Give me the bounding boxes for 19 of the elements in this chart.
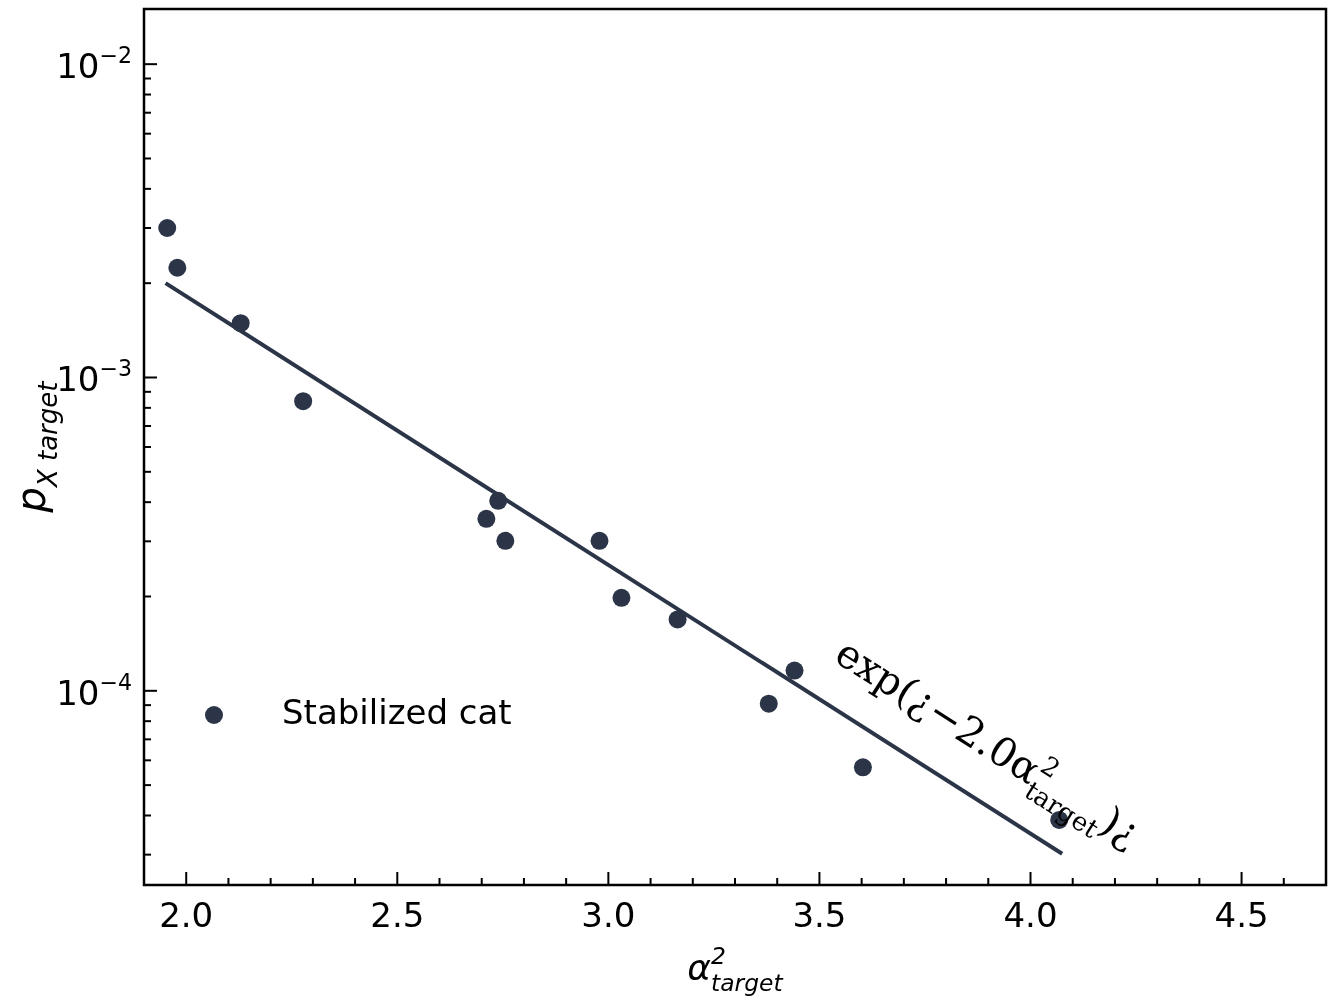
point: [477, 509, 496, 528]
x-tick-label: 4.5: [1214, 895, 1269, 935]
point: [489, 491, 508, 510]
point: [168, 258, 187, 277]
x-tick-label: 3.5: [792, 895, 847, 935]
x-tick-label: 3.0: [581, 895, 636, 935]
point: [590, 531, 609, 550]
point: [759, 694, 778, 713]
x-tick-label: 2.5: [370, 895, 425, 935]
point: [496, 531, 515, 550]
point: [785, 661, 804, 680]
point: [294, 392, 313, 411]
point: [231, 314, 250, 333]
legend-label: Stabilized cat: [282, 691, 512, 732]
point: [668, 610, 687, 629]
point: [158, 219, 177, 237]
point: [612, 588, 631, 607]
x-tick-label: 4.0: [1003, 895, 1058, 935]
x-tick-label: 2.0: [159, 895, 214, 935]
